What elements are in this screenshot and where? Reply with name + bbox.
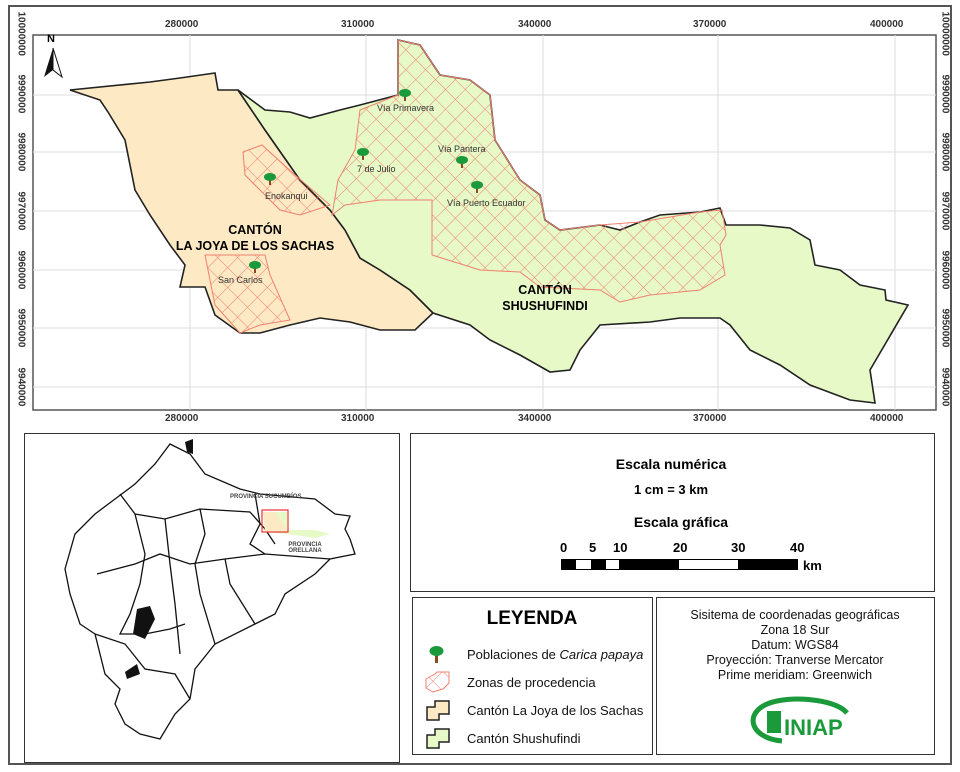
legend-item-shushufindi: Cantón Shushufindi	[423, 727, 580, 749]
inset-label-line: ORELLANA	[288, 548, 322, 554]
canton-label-line: SHUSHUFINDI	[502, 299, 588, 313]
scale-tick: 0	[560, 540, 568, 555]
place-label: Enokanqui	[265, 191, 308, 201]
x-tick-top: 280000	[165, 19, 199, 30]
coord-line: Sisitema de coordenadas geográficas	[690, 608, 900, 622]
inset-label-line: PROVINCIA	[288, 542, 322, 548]
numeric-scale-title: Escala numérica	[615, 456, 727, 472]
tree-icon	[429, 646, 444, 663]
graphic-scale-title: Escala gráfica	[633, 514, 729, 530]
iniap-logo: INIAP	[750, 696, 849, 744]
polygon-la-joya-icon	[426, 700, 450, 721]
main-map: 280000 310000 340000 370000 400000 28000…	[16, 12, 951, 425]
place-label: San Carlos	[218, 275, 263, 285]
place-label: Vía Pantera	[438, 144, 486, 154]
legend-label-italic: Carica papaya	[559, 646, 644, 662]
hatch-zone-icon	[425, 671, 450, 693]
scale-tick: 10	[613, 540, 628, 555]
canton-label-la-joya: CANTÓN LA JOYA DE LOS SACHAS	[160, 222, 350, 254]
zonas-procedencia	[204, 39, 727, 334]
x-tick-bottom: 340000	[518, 413, 552, 424]
legend-label: Poblaciones de	[467, 646, 560, 662]
canton-label-line: CANTÓN	[228, 223, 282, 237]
legend-title: LEYENDA	[486, 608, 578, 629]
canton-label-shushufindi: CANTÓN SHUSHUFINDI	[480, 282, 610, 314]
scale-unit: km	[803, 558, 822, 573]
coord-line: Prime meridiam: Greenwich	[717, 668, 873, 682]
scale-tick: 5	[589, 540, 597, 555]
coord-info: Sisitema de coordenadas geográficas Zona…	[657, 608, 933, 683]
x-tick-bottom: 400000	[870, 413, 904, 424]
canton-label-line: CANTÓN	[518, 283, 572, 297]
legend-item-poblaciones: Poblaciones de Carica papaya	[423, 643, 643, 665]
polygon-shushufindi-icon	[426, 728, 450, 749]
legend-item-zonas: Zonas de procedencia	[423, 671, 596, 693]
coordinate-panel: Sisitema de coordenadas geográficas Zona…	[656, 597, 935, 755]
map-canvas	[32, 34, 937, 411]
islands	[125, 439, 193, 679]
x-tick-top: 310000	[341, 19, 375, 30]
legend-label: Zonas de procedencia	[467, 674, 596, 690]
x-tick-top: 370000	[693, 19, 727, 30]
coord-line: Zona 18 Sur	[760, 623, 830, 637]
x-tick-top: 400000	[870, 19, 904, 30]
scale-tick: 20	[673, 540, 688, 555]
scale-tick: 30	[731, 540, 746, 555]
north-arrow-icon	[44, 47, 63, 79]
coord-line: Datum: WGS84	[751, 638, 839, 652]
scale-panel: Escala numérica 1 cm = 3 km Escala gráfi…	[410, 433, 935, 592]
x-tick-bottom: 280000	[165, 413, 199, 424]
ecuador-outline	[64, 439, 356, 740]
legend-item-la-joya: Cantón La Joya de los Sachas	[423, 699, 643, 721]
legend-panel: LEYENDA Poblaciones de Carica papaya Zon…	[412, 597, 653, 755]
north-label: N	[47, 33, 55, 45]
scale-tick: 40	[790, 540, 805, 555]
svg-text:INIAP: INIAP	[784, 715, 843, 740]
numeric-scale-value: 1 cm = 3 km	[633, 482, 709, 497]
canton-label-line: LA JOYA DE LOS SACHAS	[175, 239, 335, 253]
legend-label: Cantón Shushufindi	[467, 730, 581, 746]
inset-label-sucumbios: PROVINCIA SUCUMBÍOS	[230, 494, 302, 500]
place-label: Vía Puerto Ecuador	[447, 198, 526, 208]
coord-line: Proyección: Tranverse Mercator	[706, 653, 884, 667]
inset-label-orellana: PROVINCIA ORELLANA	[280, 542, 330, 554]
x-tick-top: 340000	[518, 19, 552, 30]
tree-icons	[249, 89, 483, 273]
outer-frame	[8, 5, 952, 765]
scale-bar	[561, 559, 798, 570]
study-area-highlight	[261, 509, 289, 533]
x-tick-bottom: 310000	[341, 413, 375, 424]
legend-label: Cantón La Joya de los Sachas	[467, 702, 644, 718]
x-tick-bottom: 370000	[693, 413, 727, 424]
place-label: Vía Primavera	[377, 103, 435, 113]
inset-map: PROVINCIA SUCUMBÍOS PROVINCIA ORELLANA	[24, 433, 400, 763]
place-label: 7 de Julio	[357, 164, 396, 174]
